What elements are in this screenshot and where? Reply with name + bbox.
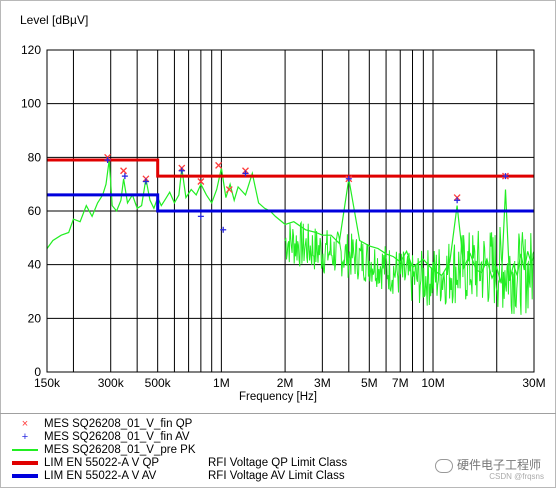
- x-tick-label: 5M: [361, 376, 378, 390]
- legend-label: MES SQ26208_01_V_fin AV: [44, 431, 190, 443]
- av-marker: [178, 167, 185, 174]
- legend-entry: × MES SQ26208_01_V_fin QP: [12, 418, 432, 431]
- x-tick-label: 7M: [392, 376, 409, 390]
- x-tick-label: 10M: [421, 376, 444, 390]
- legend-label: LIM EN 55022-A V QP: [44, 457, 160, 469]
- av-marker: [220, 226, 227, 233]
- legend-label: MES SQ26208_01_V_pre PK: [44, 444, 196, 456]
- line-swatch-icon: [12, 474, 38, 478]
- pre-pk-trace: [46, 159, 535, 284]
- watermark-text: 硬件电子工程师: [456, 458, 541, 472]
- plus-marker-icon: +: [21, 431, 29, 443]
- av-marker: [242, 170, 249, 177]
- y-tick-label: 120: [21, 43, 41, 57]
- legend-description: RFI Voltage AV Limit Class: [208, 470, 345, 482]
- legend-entry: + MES SQ26208_01_V_fin AV: [12, 431, 432, 444]
- legend-entry: LIM EN 55022-A V AV RFI Voltage AV Limit …: [12, 470, 432, 483]
- x-tick-label: 3M: [314, 376, 331, 390]
- legend-entry: LIM EN 55022-A V QP RFI Voltage QP Limit …: [12, 457, 432, 470]
- x-marker-icon: ×: [21, 418, 29, 430]
- x-axis-label: Frequency [Hz]: [239, 391, 317, 403]
- av-marker: [502, 173, 509, 180]
- x-tick-label: 300k: [98, 376, 125, 390]
- plot-border: [46, 49, 535, 373]
- qp-marker: [215, 161, 223, 169]
- series-layer: [46, 153, 535, 284]
- noise-band: [284, 220, 535, 315]
- y-tick-label: 100: [21, 97, 41, 111]
- legend-label: LIM EN 55022-A V AV: [44, 470, 157, 482]
- av-marker: [121, 173, 128, 180]
- av-marker: [345, 175, 352, 182]
- line-swatch-icon: [12, 461, 38, 465]
- av-marker: [454, 197, 461, 204]
- x-tick-label: 30M: [522, 376, 545, 390]
- qp-marker: [197, 178, 205, 185]
- x-tick-label: 150k: [34, 376, 61, 390]
- av-limit-line: [47, 193, 534, 213]
- qp-marker: [225, 186, 233, 193]
- watermark: 硬件电子工程师: [434, 456, 541, 473]
- x-tick-label: 500k: [145, 376, 172, 390]
- wechat-icon: [434, 458, 453, 473]
- av-marker: [104, 157, 111, 164]
- tick-labels: 0 20 40 60 80 100 120 150k 300k 500k 1M 2M 3M 5M 7M 10M…: [21, 43, 546, 390]
- line-swatch-icon: [12, 449, 38, 451]
- av-marker: [197, 213, 204, 220]
- y-tick-label: 80: [28, 150, 42, 164]
- qp-marker: [120, 167, 128, 175]
- qp-limit-line: [47, 158, 534, 178]
- y-tick-label: 40: [28, 258, 42, 272]
- y-tick-label: 0: [34, 365, 41, 379]
- pre-pk-noise-trace: [284, 220, 535, 315]
- av-marker: [142, 178, 149, 185]
- legend-label: MES SQ26208_01_V_fin QP: [44, 418, 193, 430]
- legend-entry: MES SQ26208_01_V_pre PK: [12, 444, 432, 457]
- x-tick-label: 1M: [213, 376, 230, 390]
- y-tick-label: 20: [28, 311, 42, 325]
- y-tick-label: 60: [28, 204, 42, 218]
- legend-separator: [0, 413, 556, 414]
- x-tick-label: 2M: [277, 376, 294, 390]
- y-axis-label: Level [dBµV]: [20, 13, 89, 27]
- watermark-csdn: CSDN @frqsns: [489, 472, 544, 481]
- legend: × MES SQ26208_01_V_fin QP + MES SQ26208_01_…: [12, 418, 432, 483]
- legend-description: RFI Voltage QP Limit Class: [208, 457, 348, 469]
